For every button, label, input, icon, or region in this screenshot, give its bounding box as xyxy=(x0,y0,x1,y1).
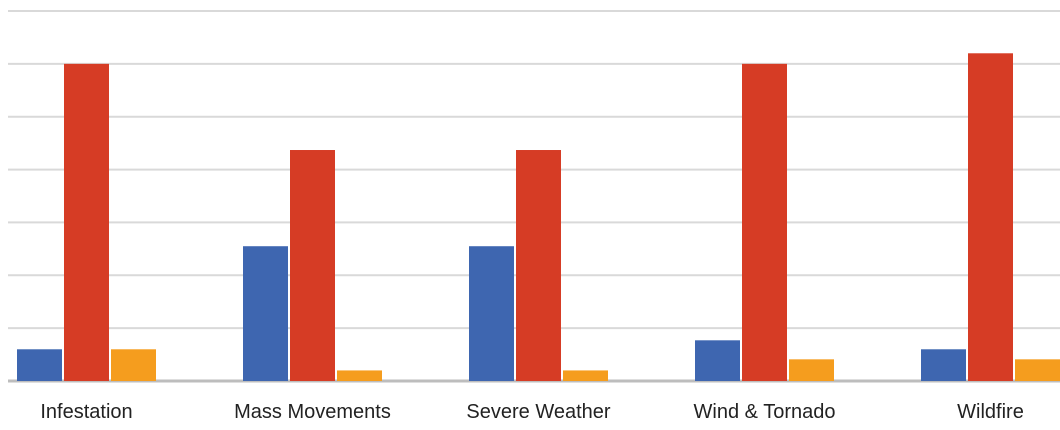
bar-wind-tornado-series-3 xyxy=(789,359,834,381)
x-tick-label: Infestation xyxy=(40,401,132,423)
bar-severe-weather-series-3 xyxy=(563,370,608,381)
bar-infestation-series-2 xyxy=(64,63,109,381)
bar-mass-movements-series-1 xyxy=(243,246,288,381)
bar-wildfire-series-1 xyxy=(921,349,966,381)
bar-wildfire-series-3 xyxy=(1015,359,1060,381)
x-tick-labels: Infestation Mass Movements Severe Weather W… xyxy=(40,401,1023,423)
bar-mass-movements-series-2 xyxy=(290,150,335,381)
bar-infestation-series-1 xyxy=(17,349,62,381)
bar-severe-weather-series-1 xyxy=(469,246,514,381)
bar-severe-weather-series-2 xyxy=(516,150,561,381)
bars xyxy=(17,53,1060,382)
bar-wind-tornado-series-1 xyxy=(695,340,740,381)
x-tick-label: Severe Weather xyxy=(466,401,610,423)
x-tick-label: Mass Movements xyxy=(234,401,391,423)
bar-wind-tornado-series-2 xyxy=(742,63,787,381)
x-tick-label: Wind & Tornado xyxy=(694,401,836,423)
bar-mass-movements-series-3 xyxy=(337,370,382,381)
x-tick-label: Wildfire xyxy=(957,401,1024,423)
bar-wildfire-series-2 xyxy=(968,53,1013,382)
bar-infestation-series-3 xyxy=(111,349,156,381)
